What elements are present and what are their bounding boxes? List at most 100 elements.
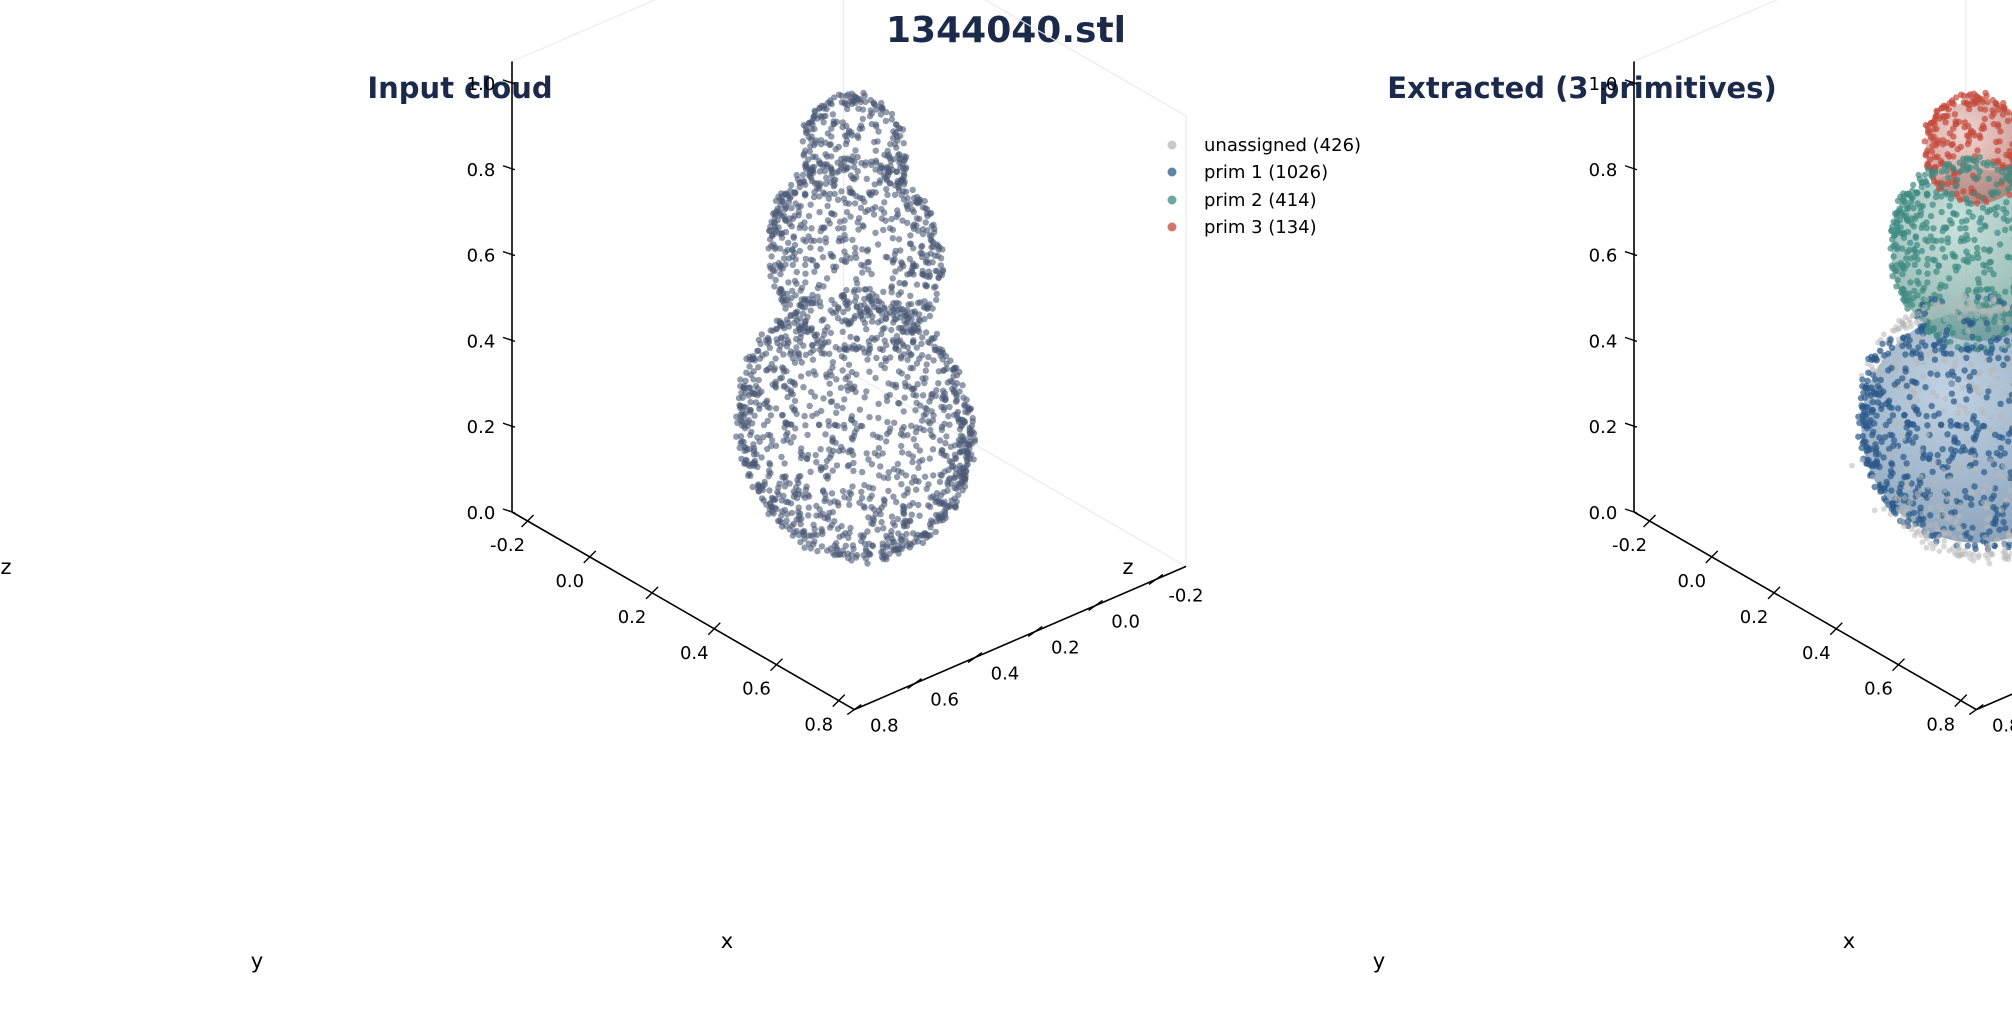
point-prim-2: [1978, 215, 1984, 221]
point-unassigned: [1974, 313, 1980, 319]
point-unassigned: [1980, 489, 1986, 495]
point: [824, 106, 830, 112]
point-prim-1: [1962, 488, 1968, 494]
point-prim-2: [1942, 254, 1948, 260]
point-unassigned: [1927, 314, 1933, 320]
point-unassigned: [1998, 508, 2004, 514]
point-prim-1: [1996, 527, 2002, 533]
point: [772, 246, 778, 252]
z-tick-label: 0.8: [1589, 160, 1618, 181]
point-unassigned: [1947, 343, 1953, 349]
point: [935, 380, 941, 386]
point-unassigned: [1997, 320, 2003, 326]
point: [907, 293, 913, 299]
point-prim-1: [1949, 391, 1955, 397]
x-tick-mark: [1028, 626, 1042, 636]
point-prim-1: [1879, 341, 1885, 347]
y-tick-label: -0.2: [1612, 535, 1647, 556]
point-unassigned: [1984, 482, 1990, 488]
point-unassigned: [1984, 517, 1990, 523]
point: [840, 488, 846, 494]
point: [906, 314, 912, 320]
point: [846, 201, 852, 207]
point: [803, 123, 809, 129]
point: [909, 459, 915, 465]
point: [743, 370, 749, 376]
point: [869, 493, 875, 499]
point: [938, 352, 944, 358]
point: [852, 200, 858, 206]
point-prim-1: [1985, 388, 1991, 394]
point: [937, 437, 943, 443]
point: [798, 373, 804, 379]
point: [881, 496, 887, 502]
point: [844, 383, 850, 389]
panel-input-cloud: Input cloud -0.20.00.20.40.60.8-0.20.00.…: [0, 0, 1203, 973]
point-prim-2: [1914, 292, 1920, 298]
point-unassigned: [1981, 499, 1987, 505]
point-prim-2: [1938, 209, 1944, 215]
point: [841, 196, 847, 202]
point: [927, 504, 933, 510]
legend-entry-unassigned: unassigned (426): [1168, 135, 1362, 156]
point-unassigned: [2001, 343, 2007, 349]
point-prim-1: [1997, 401, 2003, 407]
point: [791, 233, 797, 239]
point: [801, 528, 807, 534]
point: [847, 334, 853, 340]
point: [736, 395, 742, 401]
point: [833, 376, 839, 382]
point: [749, 389, 755, 395]
point-prim-2: [1936, 263, 1942, 269]
point-unassigned: [1956, 463, 1962, 469]
point-unassigned: [1949, 381, 1955, 387]
point: [892, 192, 898, 198]
point: [808, 225, 814, 231]
point: [877, 177, 883, 183]
point: [878, 362, 884, 368]
point-prim-2: [1951, 211, 1957, 217]
point: [919, 375, 925, 381]
point: [890, 300, 896, 306]
point-prim-2: [1939, 183, 1945, 189]
point-prim-1: [1904, 383, 1910, 389]
point: [861, 505, 867, 511]
point-unassigned: [1896, 506, 1902, 512]
point-prim-1: [1938, 422, 1944, 428]
z-tick-mark: [503, 337, 515, 341]
point-unassigned: [1982, 535, 1988, 541]
point: [896, 156, 902, 162]
point: [862, 320, 868, 326]
point-prim-3: [1945, 181, 1951, 187]
y-tick-label: 0.8: [804, 715, 833, 736]
point: [890, 337, 896, 343]
point: [970, 418, 976, 424]
pane-edge: [1976, 566, 2012, 709]
point: [831, 118, 837, 124]
point-prim-2: [1946, 275, 1952, 281]
point: [900, 165, 906, 171]
point: [967, 434, 973, 440]
point: [801, 296, 807, 302]
point: [907, 365, 913, 371]
point: [898, 443, 904, 449]
point: [850, 468, 856, 474]
point: [907, 232, 913, 238]
legend-label-prim-3: prim 3 (134): [1204, 217, 1317, 238]
point: [835, 526, 841, 532]
point: [753, 383, 759, 389]
point-unassigned: [1988, 551, 1994, 557]
point: [844, 138, 850, 144]
y-tick-mark: [708, 623, 720, 635]
point-prim-1: [1889, 462, 1895, 468]
point: [830, 509, 836, 515]
point: [954, 380, 960, 386]
point: [782, 473, 788, 479]
point: [924, 283, 930, 289]
point-prim-3: [1939, 105, 1945, 111]
point-unassigned: [1957, 526, 1963, 532]
point-unassigned: [1956, 547, 1962, 553]
point-prim-2: [1976, 336, 1982, 342]
point-prim-2: [1994, 166, 2000, 172]
point-unassigned: [1870, 474, 1876, 480]
